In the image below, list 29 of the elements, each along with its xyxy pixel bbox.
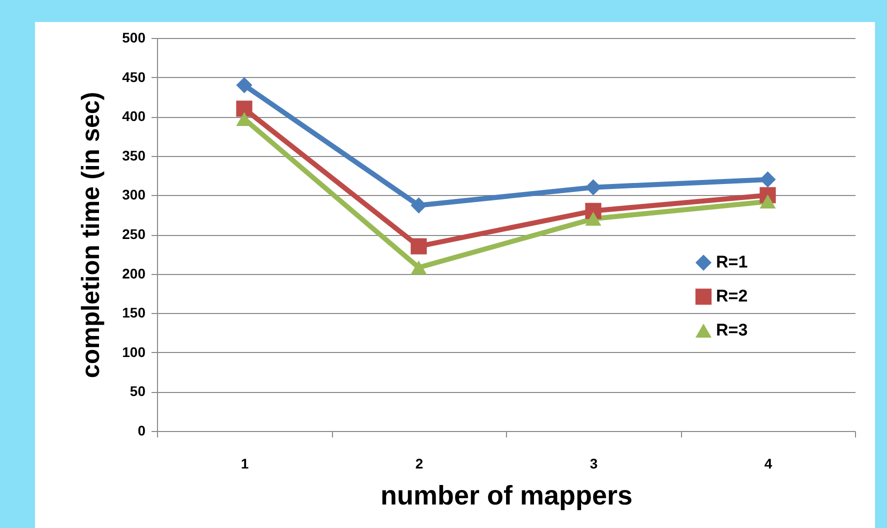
point <box>410 260 427 274</box>
legend-label: R=3 <box>716 320 748 340</box>
y-tick-label: 150 <box>122 304 146 321</box>
x-tick-label: 2 <box>415 456 424 472</box>
point <box>410 197 427 214</box>
point <box>585 212 602 226</box>
point <box>760 194 776 208</box>
y-tick-label: 250 <box>122 226 146 242</box>
y-tick-label: 500 <box>122 30 146 46</box>
legend-label: R=1 <box>716 252 748 272</box>
x-tick-label: 1 <box>240 456 249 472</box>
legend-label: R=2 <box>716 286 748 306</box>
x-axis-title: number of mappers <box>380 480 633 510</box>
x-tick-label: 4 <box>764 456 772 472</box>
point <box>236 77 252 94</box>
y-tick-label: 0 <box>138 422 146 438</box>
y-tick-label: 100 <box>122 344 146 360</box>
point <box>410 238 427 254</box>
y-tick-label: 200 <box>122 265 146 282</box>
y-tick-label: 300 <box>122 186 146 203</box>
x-tick-label: 3 <box>590 456 598 472</box>
point <box>760 171 776 188</box>
y-tick-label: 450 <box>122 68 146 85</box>
y-axis-title: completion time (in sec) <box>77 92 106 378</box>
point <box>585 179 602 196</box>
y-tick-label: 350 <box>122 147 146 164</box>
point <box>236 100 252 117</box>
y-tick-label: 400 <box>122 108 146 124</box>
y-tick-label: 50 <box>130 383 146 400</box>
